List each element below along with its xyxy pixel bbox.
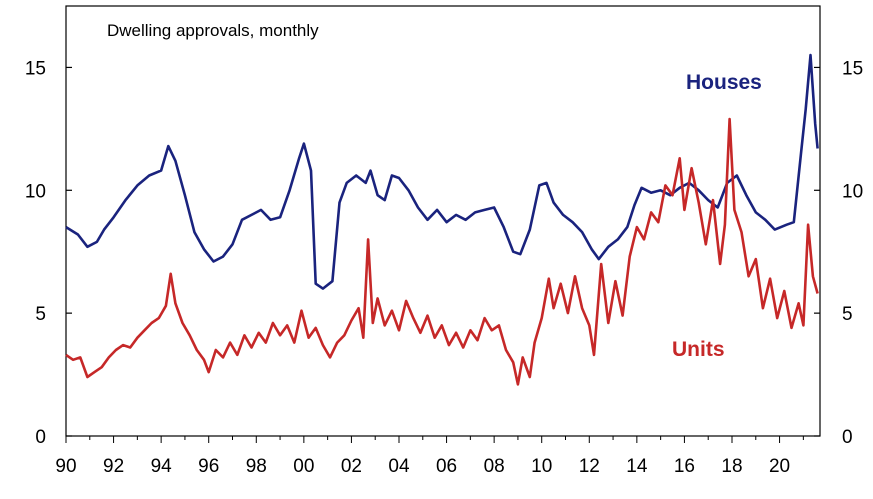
y-left-tick-label: 5 <box>35 304 46 325</box>
y-left-tick-label: 15 <box>25 58 46 79</box>
series-lines <box>65 53 819 386</box>
x-tick-label: 12 <box>579 456 600 477</box>
x-tick-label: 02 <box>341 456 362 477</box>
y-axis-left: 0 5 10 15 <box>25 58 72 448</box>
x-tick-label: 14 <box>626 456 648 477</box>
x-tick-label: 00 <box>293 456 314 477</box>
y-left-tick-label: 0 <box>35 427 46 448</box>
y-right-tick-label: 10 <box>842 181 863 202</box>
x-tick-label: 20 <box>769 456 790 477</box>
x-tick-label: 04 <box>388 456 410 477</box>
y-right-tick-label: 15 <box>842 58 863 79</box>
x-tick-label: 18 <box>721 456 742 477</box>
x-tick-label: 92 <box>103 456 124 477</box>
x-tick-label: 96 <box>198 456 219 477</box>
x-axis: 90 92 94 96 98 00 02 04 06 08 10 12 14 16 18 20 <box>55 436 804 477</box>
x-tick-label: 08 <box>484 456 505 477</box>
y-right-tick-label: 5 <box>842 304 853 325</box>
chart-title: Dwelling approvals, monthly <box>107 21 319 40</box>
series-line-units <box>65 117 819 386</box>
series-label-houses: Houses <box>686 71 762 94</box>
x-tick-label: 16 <box>674 456 695 477</box>
y-axis-right: 0 5 10 15 <box>814 58 863 448</box>
y-left-tick-label: 10 <box>25 181 46 202</box>
series-line-houses <box>65 53 819 290</box>
x-tick-label: 90 <box>55 456 76 477</box>
x-tick-label: 06 <box>436 456 457 477</box>
y-right-tick-label: 0 <box>842 427 853 448</box>
x-tick-label: 98 <box>246 456 267 477</box>
series-label-units: Units <box>672 338 725 361</box>
x-tick-label: 10 <box>531 456 552 477</box>
x-tick-label: 94 <box>151 456 173 477</box>
plot-area-frame <box>65 5 821 437</box>
